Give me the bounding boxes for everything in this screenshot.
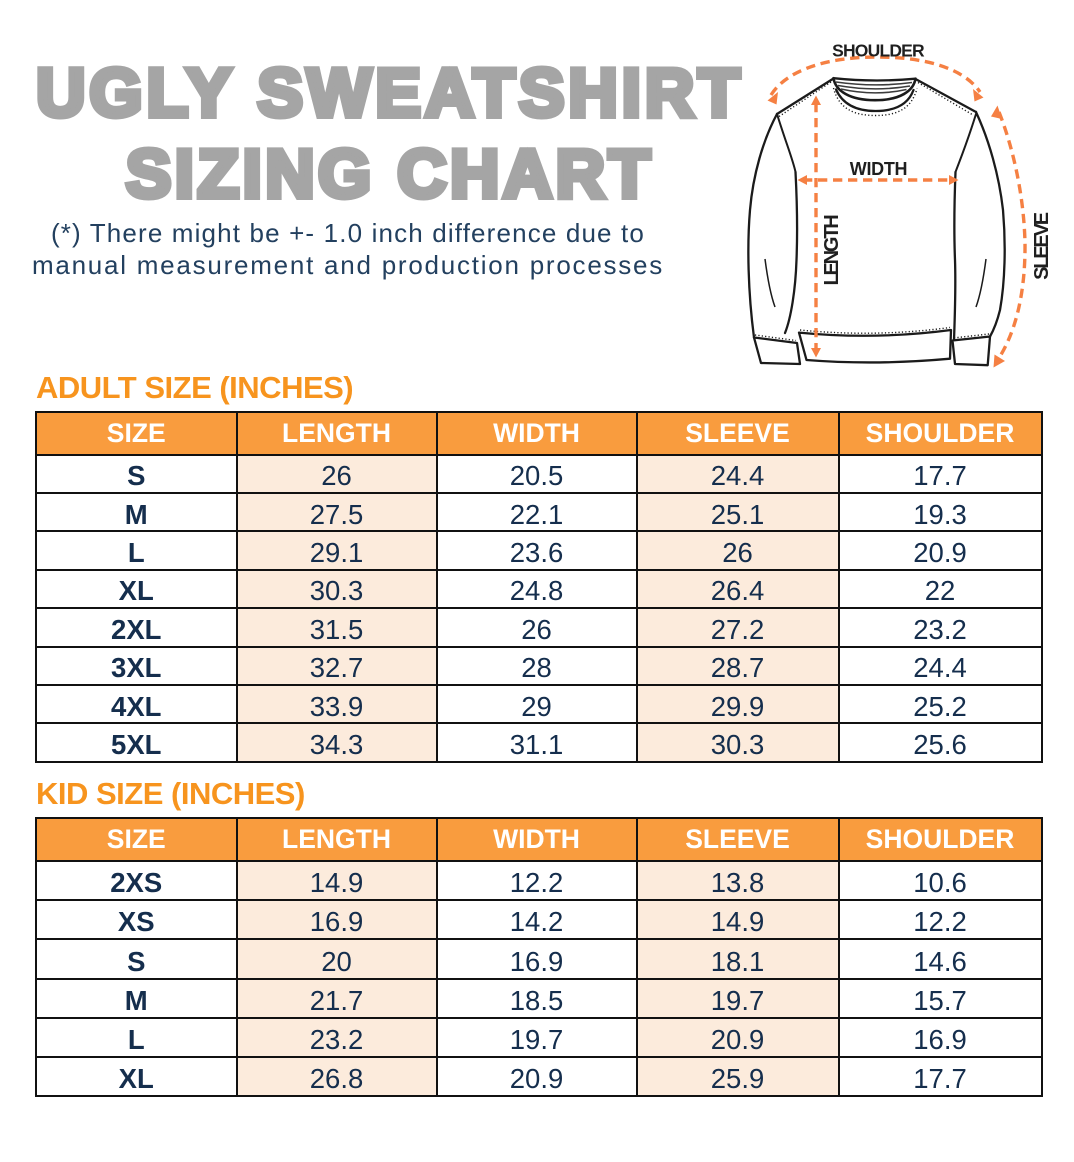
svg-text:WIDTH: WIDTH	[850, 159, 907, 179]
svg-text:LENGTH: LENGTH	[821, 215, 843, 286]
svg-text:SHOULDER: SHOULDER	[832, 41, 925, 61]
svg-text:SLEEVE: SLEEVE	[1031, 212, 1053, 280]
